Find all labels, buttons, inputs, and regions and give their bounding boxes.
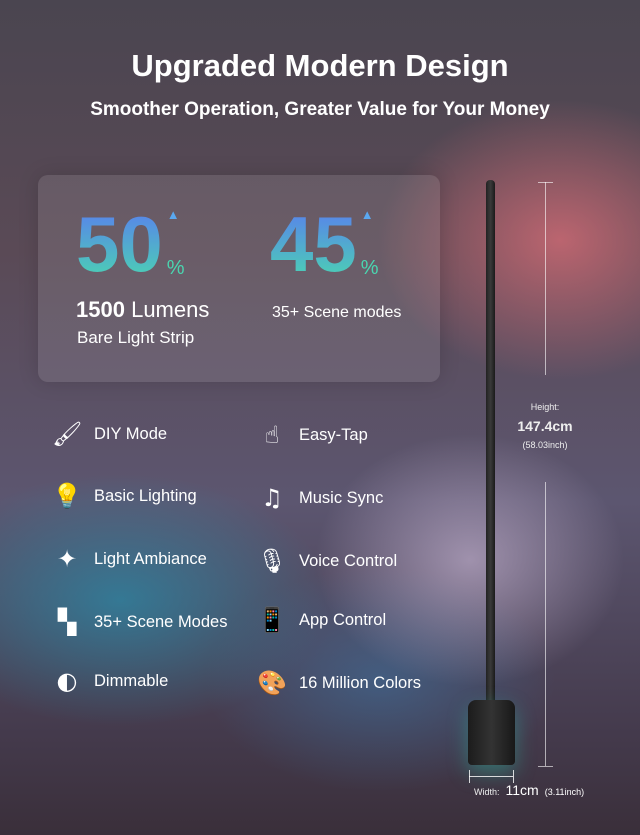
- feature-label: Basic Lighting: [94, 486, 197, 505]
- height-line: [545, 182, 546, 375]
- stat-modes: 45 ▲ %: [270, 204, 379, 284]
- music-icon: ♫: [261, 484, 283, 512]
- feature-light-ambiance: ✦ Light Ambiance: [52, 545, 207, 573]
- feature-voice-control: 🎙 Voice Control: [257, 547, 397, 575]
- feature-colors: 🎨 16 Million Colors: [257, 669, 421, 697]
- height-imperial: (58.03inch): [522, 440, 568, 450]
- height-tick: [538, 766, 553, 767]
- feature-label: Dimmable: [94, 671, 169, 690]
- feature-basic-lighting: 💡 Basic Lighting: [52, 482, 197, 510]
- feature-label: 35+ Scene Modes: [94, 612, 228, 631]
- feature-label: DIY Mode: [94, 424, 168, 443]
- drop-icon: ▲: [360, 207, 374, 222]
- width-tick: [469, 770, 470, 783]
- lamp-pole: [486, 180, 495, 705]
- width-line: [469, 776, 513, 777]
- stat-caption: Bare Light Strip: [77, 328, 195, 347]
- lamp-base: [468, 700, 515, 765]
- stat-side: ▲ %: [361, 204, 379, 284]
- feature-label: Easy-Tap: [299, 425, 368, 444]
- lumens-label: Lumens: [131, 297, 210, 322]
- stat-value-lumens: 50: [76, 200, 163, 288]
- lumens-number: 1500: [76, 297, 125, 322]
- width-readout: Width: 11cm (3.11inch): [474, 782, 584, 798]
- feature-music-sync: ♫ Music Sync: [257, 484, 383, 512]
- height-value: 147.4cm: [517, 418, 573, 434]
- microphone-icon: 🎙: [257, 547, 288, 575]
- stat-caption: 35+ Scene modes: [272, 304, 402, 321]
- feature-label: App Control: [299, 610, 387, 629]
- dimmer-icon: ◐: [56, 667, 78, 695]
- bulb-icon: 💡: [52, 482, 82, 510]
- stat-value-modes: 45: [270, 200, 357, 288]
- height-tick: [538, 182, 553, 183]
- feature-label: 16 Million Colors: [299, 673, 421, 692]
- phone-icon: 📱: [257, 606, 287, 634]
- width-value: 11cm: [505, 782, 539, 798]
- feature-easy-tap: ☝ Easy-Tap: [257, 421, 368, 449]
- height-label: Height:: [530, 402, 560, 412]
- brush-icon: 🖌: [52, 420, 83, 448]
- feature-label: Music Sync: [299, 488, 384, 507]
- stats-panel: [38, 175, 440, 382]
- palette-icon: 🎨: [257, 669, 287, 697]
- grid-icon: ▚: [57, 608, 77, 636]
- stat-lumens: 50 ▲ %: [76, 204, 185, 284]
- width-tick: [513, 770, 514, 783]
- up-arrow-icon: ▲: [166, 207, 180, 222]
- width-imperial: (3.11inch): [544, 787, 585, 797]
- stat-unit: %: [360, 257, 379, 279]
- feature-label: Light Ambiance: [94, 549, 207, 568]
- stat-unit: %: [166, 257, 185, 279]
- feature-label: Voice Control: [299, 551, 398, 570]
- page-subtitle: Smoother Operation, Greater Value for Yo…: [90, 99, 550, 120]
- stat-side: ▲ %: [167, 204, 185, 284]
- stat-headline: 1500 Lumens: [76, 297, 209, 323]
- feature-dimmable: ◐ Dimmable: [52, 667, 169, 695]
- sparkles-icon: ✦: [56, 545, 78, 573]
- feature-diy-mode: 🖌 DIY Mode: [52, 420, 167, 448]
- height-line: [545, 482, 546, 766]
- tap-icon: ☝: [264, 421, 280, 449]
- feature-scene-modes: ▚ 35+ Scene Modes: [52, 608, 228, 636]
- feature-app-control: 📱 App Control: [257, 606, 386, 634]
- width-label: Width:: [474, 787, 500, 797]
- page-title: Upgraded Modern Design: [131, 48, 509, 83]
